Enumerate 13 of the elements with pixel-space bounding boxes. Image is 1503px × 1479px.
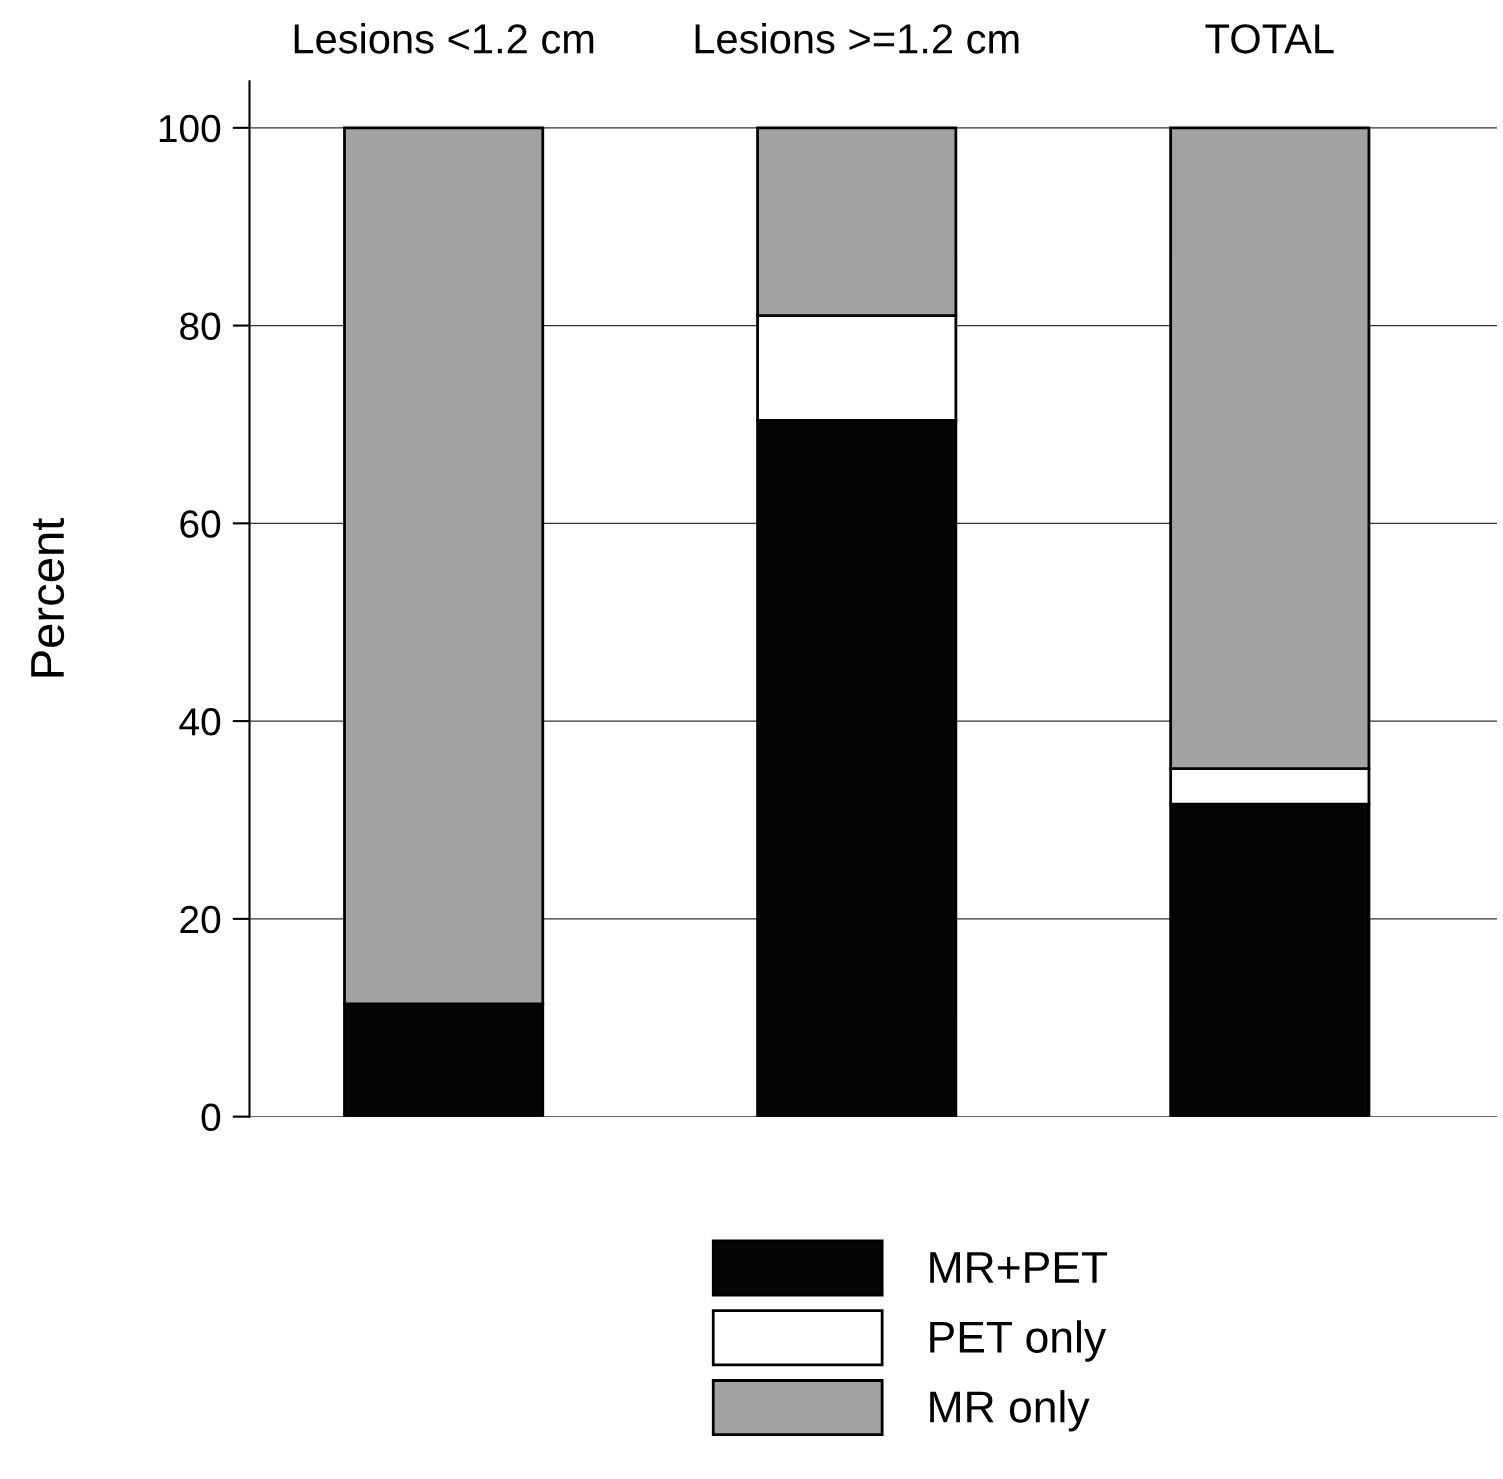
y-tick-label: 100 bbox=[159, 114, 221, 143]
y-tick-label: 80 bbox=[180, 312, 221, 341]
legend-label: MR only bbox=[930, 1390, 1090, 1432]
x-tick-label: Lesions >=1.2 cm bbox=[695, 23, 1019, 54]
y-axis-title: Percent bbox=[31, 517, 65, 677]
y-tick-label: 20 bbox=[180, 905, 221, 934]
legend-label: PET only bbox=[930, 1320, 1107, 1362]
y-tick-label: 0 bbox=[201, 1103, 221, 1132]
y-tick-label: 40 bbox=[179, 708, 221, 736]
y-tick-label: 60 bbox=[180, 510, 221, 538]
legend-label: MR+PET bbox=[930, 1252, 1108, 1283]
x-tick-label: Lesions <1.2 cm bbox=[294, 23, 594, 54]
x-tick-label: TOTAL bbox=[1205, 24, 1334, 54]
